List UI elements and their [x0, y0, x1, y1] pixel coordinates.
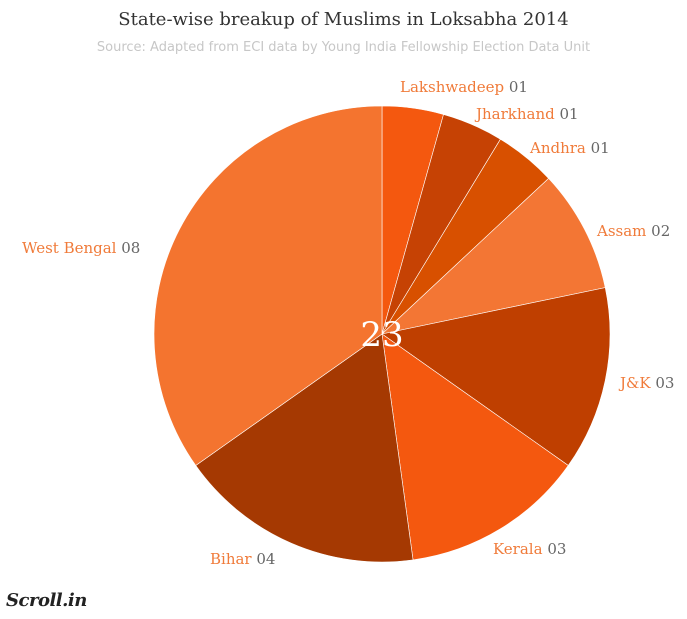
slice-label-name: Andhra [529, 139, 591, 157]
pie-slice-kerala[interactable] [381, 333, 569, 561]
pie-slice-assam[interactable] [381, 177, 606, 335]
slice-label-value: 01 [591, 139, 610, 157]
slice-label-assam: Assam 02 [596, 222, 670, 240]
slice-label-andhra: Andhra 01 [529, 139, 610, 157]
slice-label-value: 08 [121, 239, 140, 257]
slice-label-name: J&K [618, 374, 655, 392]
slice-label-value: 02 [651, 222, 670, 240]
slice-label-name: West Bengal [22, 239, 121, 257]
slice-label-name: Assam [596, 222, 651, 240]
slice-label-name: Bihar [210, 550, 256, 568]
pie-slice-j-k[interactable] [381, 287, 611, 466]
slice-label-bihar: Bihar 04 [210, 550, 275, 568]
pie-slice-west-bengal[interactable] [153, 105, 383, 466]
slice-label-kerala: Kerala 03 [493, 540, 566, 558]
scroll-logo: Scroll.in [6, 590, 87, 611]
slice-label-value: 04 [256, 550, 275, 568]
slice-label-lakshwadeep: Lakshwadeep 01 [400, 78, 528, 96]
chart-subtitle: Source: Adapted from ECI data by Young I… [96, 40, 591, 55]
slice-label-name: Lakshwadeep [400, 78, 509, 96]
slice-label-west-bengal: West Bengal 08 [22, 239, 140, 257]
slice-label-value: 01 [560, 105, 579, 123]
slice-label-value: 03 [547, 540, 566, 558]
slice-label-value: 03 [655, 374, 674, 392]
slice-label-value: 01 [509, 78, 528, 96]
pie-center-total: 23 [360, 315, 403, 355]
chart-title: State-wise breakup of Muslims in Loksabh… [118, 9, 569, 30]
slice-label-name: Kerala [493, 540, 547, 558]
pie-slice-bihar[interactable] [195, 333, 414, 563]
slice-label-j-k: J&K 03 [618, 374, 674, 392]
slice-label-jharkhand: Jharkhand 01 [474, 105, 579, 123]
slice-label-name: Jharkhand [474, 105, 560, 123]
